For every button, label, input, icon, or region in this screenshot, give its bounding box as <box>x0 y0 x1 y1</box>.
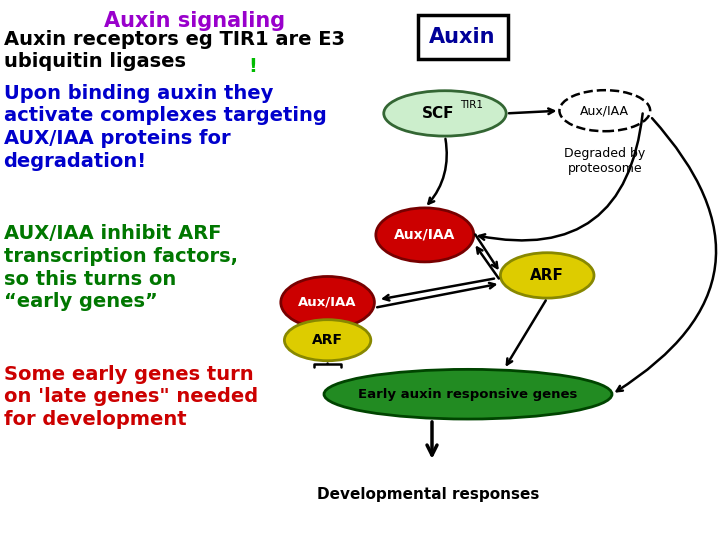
Ellipse shape <box>376 208 474 262</box>
Text: TIR1: TIR1 <box>460 100 483 110</box>
Ellipse shape <box>500 253 594 298</box>
Text: Auxin: Auxin <box>429 27 496 48</box>
Text: Aux/IAA: Aux/IAA <box>580 104 629 117</box>
Ellipse shape <box>384 91 506 136</box>
Text: AUX/IAA inhibit ARF
transcription factors,
so this turns on
“early genes”: AUX/IAA inhibit ARF transcription factor… <box>4 224 238 312</box>
Text: Auxin signaling: Auxin signaling <box>104 11 285 31</box>
Text: ARF: ARF <box>530 268 564 283</box>
Text: !: ! <box>248 57 257 76</box>
Text: Upon binding auxin they
activate complexes targeting
AUX/IAA proteins for
degrad: Upon binding auxin they activate complex… <box>4 84 326 171</box>
Text: ARF: ARF <box>312 333 343 347</box>
Text: Some early genes turn
on 'late genes" needed
for development: Some early genes turn on 'late genes" ne… <box>4 364 258 429</box>
Text: Aux/IAA: Aux/IAA <box>298 296 357 309</box>
Ellipse shape <box>284 320 371 361</box>
Text: Degraded by
proteosome: Degraded by proteosome <box>564 147 645 175</box>
Ellipse shape <box>324 369 612 419</box>
Ellipse shape <box>559 90 650 131</box>
FancyBboxPatch shape <box>418 15 508 59</box>
Text: Developmental responses: Developmental responses <box>318 487 539 502</box>
Text: SCF: SCF <box>421 106 454 121</box>
Text: Auxin receptors eg TIR1 are E3
ubiquitin ligases: Auxin receptors eg TIR1 are E3 ubiquitin… <box>4 30 345 71</box>
Text: Early auxin responsive genes: Early auxin responsive genes <box>359 388 577 401</box>
Text: Aux/IAA: Aux/IAA <box>394 228 456 242</box>
Ellipse shape <box>281 276 374 328</box>
